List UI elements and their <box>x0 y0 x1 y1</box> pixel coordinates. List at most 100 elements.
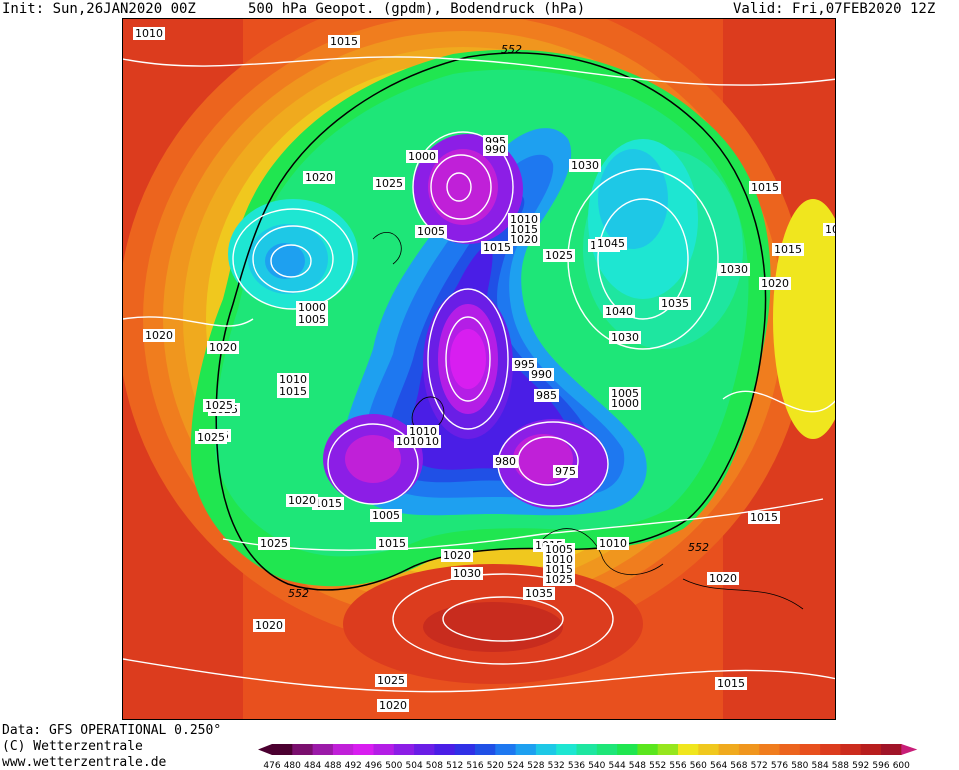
scale-label: 512 <box>446 761 463 770</box>
pressure-label-bg <box>597 537 629 550</box>
scale-cell <box>860 744 882 755</box>
pressure-label: 1025 <box>545 573 573 586</box>
scale-label: 508 <box>426 761 443 770</box>
pressure-label-bg <box>508 223 540 236</box>
pressure-label: 1025 <box>545 249 573 262</box>
pressure-label-bg <box>543 249 575 262</box>
scale-label: 540 <box>588 761 605 770</box>
scale-labels: 476 480 484 488 492 496 500 504 508 512 516 520 524 5… <box>263 761 910 770</box>
scale-cell <box>881 744 902 755</box>
pressure-label-bg <box>543 563 575 576</box>
init-time: Init: Sun,26JAN2020 00Z <box>2 1 196 17</box>
pressure-label: 1010 <box>135 27 163 40</box>
pressure-label: 1020 <box>443 549 471 562</box>
pressure-label-bg <box>203 399 235 412</box>
scale-arrow-left <box>258 744 272 755</box>
scale-label: 532 <box>548 761 565 770</box>
scale-cell <box>515 744 537 755</box>
pressure-label-bg <box>569 159 601 172</box>
scale-label: 492 <box>345 761 362 770</box>
map-canvas: 552 552 552 1015102510201010101510101020… <box>123 19 836 719</box>
scale-label: 536 <box>568 761 585 770</box>
pressure-label-bg <box>715 677 747 690</box>
scale-cell <box>393 744 415 755</box>
pressure-label: 1015 <box>774 243 802 256</box>
copyright: (C) Wetterzentrale <box>2 739 143 754</box>
pressure-label: 1000 <box>298 301 326 314</box>
pressure-label-bg <box>529 368 554 381</box>
pressure-label: 1005 <box>611 387 639 400</box>
scale-cell <box>596 744 618 755</box>
pressure-label: 1035 <box>661 297 689 310</box>
pressure-label: 1015 <box>483 241 511 254</box>
low-east-core <box>598 149 668 249</box>
scale-label: 488 <box>324 761 341 770</box>
pressure-label-bg <box>483 143 508 156</box>
pressure-label: 1020 <box>145 329 173 342</box>
pressure-label: 1015 <box>751 181 779 194</box>
scale-cell <box>840 744 862 755</box>
scale-label: 484 <box>304 761 321 770</box>
valid-time: Valid: Fri,07FEB2020 12Z <box>733 1 936 17</box>
pressure-label: 990 <box>531 368 552 381</box>
scale-label: 516 <box>466 761 483 770</box>
pressure-label-bg <box>296 301 328 314</box>
pressure-label-bg <box>143 329 175 342</box>
pressure-label: 1015 <box>330 35 358 48</box>
scale-cell <box>535 744 557 755</box>
scale-cell <box>434 744 456 755</box>
pressure-label-bg <box>370 509 402 522</box>
pressure-label-bg <box>707 572 739 585</box>
warm-core-south <box>423 602 563 652</box>
weather-map[interactable]: 552 552 552 1015 1025 1020 1010 1015 1010 1020… <box>122 18 836 720</box>
scale-label: 564 <box>710 761 727 770</box>
pressure-label-bg <box>748 511 780 524</box>
pressure-label-bg <box>543 573 575 586</box>
chart-title: 500 hPa Geopot. (gpdm), Bodendruck (hPa) <box>248 1 586 17</box>
pressure-label-bg <box>508 233 540 246</box>
pressure-label-bg <box>407 425 439 438</box>
scale-cell <box>779 744 801 755</box>
pressure-label: 1020 <box>379 699 407 712</box>
pressure-label: 10 <box>825 223 836 236</box>
pressure-label: 1010 <box>279 373 307 386</box>
scale-label: 504 <box>406 761 423 770</box>
pressure-label: 1020 <box>255 619 283 632</box>
pressure-label-bg <box>609 331 641 344</box>
scale-label: 520 <box>487 761 504 770</box>
pressure-label-bg <box>375 674 407 687</box>
pressure-label-bg <box>523 587 555 600</box>
scale-label: 524 <box>507 761 524 770</box>
pressure-label: 1020 <box>709 572 737 585</box>
pressure-label-bg <box>609 397 641 410</box>
pressure-labels: 1015102510201010101510101020102510009959… <box>133 27 836 712</box>
scale-label: 584 <box>812 761 829 770</box>
pressure-label: 1005 <box>417 225 445 238</box>
scale-cell <box>373 744 395 755</box>
pressure-label-bg <box>377 699 409 712</box>
pressure-label: 1005 <box>372 509 400 522</box>
pressure-label: 995 <box>514 358 535 371</box>
pressure-label-bg <box>481 241 513 254</box>
scale-cell <box>292 744 314 755</box>
pressure-label-bg <box>376 537 408 550</box>
pressure-label-bg <box>749 181 781 194</box>
scale-label: 496 <box>365 761 382 770</box>
pressure-label-bg <box>553 465 578 478</box>
scale-cell <box>556 744 577 755</box>
pressure-label: 975 <box>555 465 576 478</box>
pressure-label: 990 <box>485 143 506 156</box>
scale-label: 552 <box>649 761 666 770</box>
pressure-label: 985 <box>536 389 557 402</box>
scale-label: 572 <box>751 761 768 770</box>
label-552-east: 552 <box>688 541 709 554</box>
scale-cell <box>738 744 760 755</box>
pressure-label-bg <box>258 537 290 550</box>
scale-cell <box>312 744 334 755</box>
pressure-label-bg <box>823 223 835 236</box>
scale-label: 596 <box>872 761 889 770</box>
scale-label: 556 <box>669 761 686 770</box>
scale-cell <box>657 744 679 755</box>
scale-cell <box>454 744 476 755</box>
pressure-label-bg <box>603 305 635 318</box>
